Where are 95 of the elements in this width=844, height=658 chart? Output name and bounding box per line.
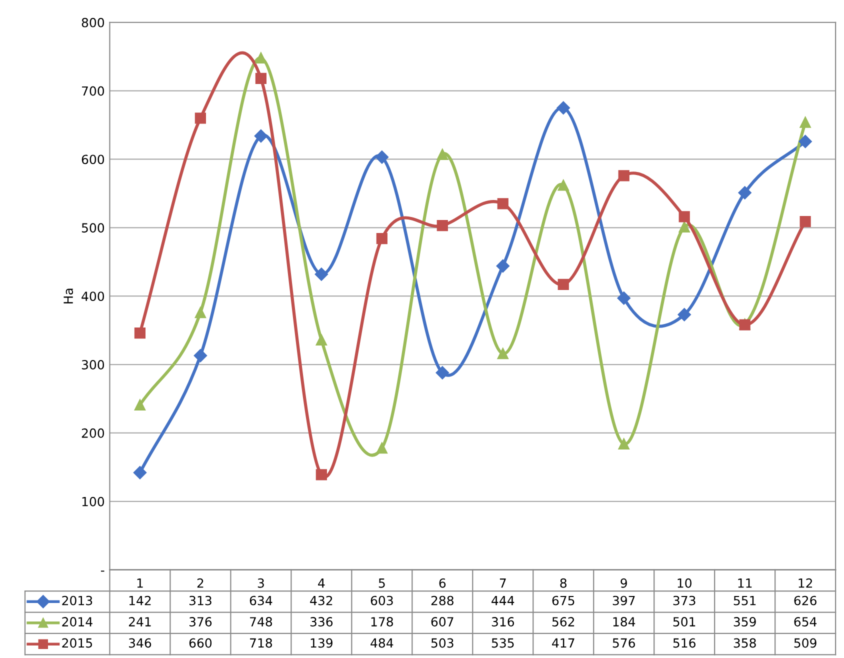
y-axis-title: Ha (64, 288, 74, 304)
point (316, 469, 327, 480)
point (194, 112, 206, 124)
x-tick-label: 7 (500, 578, 506, 588)
x-tick-label: 9 (620, 578, 627, 588)
y-tick-label: - (100, 570, 104, 572)
point (800, 116, 811, 128)
point (436, 220, 448, 232)
data-label: 336 (310, 617, 333, 627)
data-label: 432 (310, 596, 332, 606)
x-tick-label: 11 (738, 578, 752, 588)
point (558, 180, 569, 191)
data-label: 313 (189, 596, 212, 606)
x-tick-label: 8 (560, 578, 566, 588)
x-tick-label: 5 (378, 578, 385, 588)
point (798, 134, 812, 148)
point (134, 327, 146, 339)
data-label: 551 (734, 596, 756, 606)
data-label: 626 (794, 596, 816, 606)
point (436, 148, 448, 160)
data-label: 373 (673, 596, 696, 606)
point (375, 150, 388, 164)
x-tick-label: 10 (678, 578, 692, 588)
point (738, 186, 752, 200)
x-tick-label: 1 (137, 578, 143, 588)
legend-label: 2013 (62, 596, 92, 606)
point (316, 334, 327, 346)
data-label: 444 (492, 596, 514, 606)
y-tick-label: 500 (82, 223, 104, 233)
x-tick-label: 2 (197, 578, 204, 588)
point (194, 306, 206, 318)
point (556, 101, 570, 114)
data-label: 316 (492, 617, 514, 627)
data-label: 535 (492, 638, 514, 648)
point (134, 399, 146, 410)
data-label: 376 (189, 617, 212, 627)
data-label: 417 (552, 638, 574, 648)
y-tick-label: 600 (82, 154, 104, 164)
data-label: 607 (431, 617, 454, 627)
y-tick-label: 100 (82, 496, 104, 506)
data-label: 576 (612, 638, 635, 648)
point (254, 129, 268, 143)
point (618, 170, 630, 182)
data-label: 288 (431, 596, 454, 606)
point (497, 198, 508, 210)
data-label: 501 (673, 617, 696, 627)
x-tick-label: 3 (258, 578, 264, 588)
data-label: 139 (310, 638, 332, 648)
point (618, 438, 630, 450)
point (376, 442, 388, 454)
point (558, 278, 569, 290)
data-label: 178 (371, 617, 393, 627)
point (800, 216, 811, 228)
point (496, 259, 510, 273)
data-label: 675 (552, 596, 574, 606)
data-label: 142 (129, 596, 151, 606)
point (133, 466, 147, 480)
legend-label: 2014 (62, 617, 92, 627)
point (194, 349, 208, 362)
data-label: 509 (794, 638, 816, 648)
point (497, 348, 508, 360)
data-label: 484 (370, 638, 394, 648)
point (436, 366, 449, 380)
point (255, 52, 266, 64)
point (376, 233, 388, 244)
data-label: 358 (734, 638, 756, 648)
y-tick-label: 800 (82, 18, 104, 28)
point (678, 211, 690, 222)
point (617, 292, 630, 305)
x-tick-label: 6 (439, 578, 446, 588)
point (255, 72, 266, 84)
point (314, 268, 328, 281)
y-tick-label: 700 (82, 86, 104, 96)
data-label: 603 (370, 596, 393, 606)
data-label: 184 (613, 617, 636, 627)
data-label: 748 (250, 617, 272, 627)
y-tick-label: 200 (82, 428, 104, 438)
x-tick-label: 12 (798, 578, 812, 588)
data-label: 503 (431, 638, 454, 648)
data-label: 241 (128, 617, 151, 626)
data-label: 516 (673, 638, 696, 648)
data-label: 359 (734, 617, 756, 627)
point (678, 221, 690, 233)
data-label: 654 (794, 617, 817, 627)
data-label: 660 (189, 638, 212, 648)
data-label: 562 (552, 617, 574, 627)
data-label: 634 (250, 596, 272, 606)
data-label: 718 (250, 638, 272, 648)
y-tick-label: 300 (82, 360, 104, 370)
data-label: 346 (128, 638, 152, 648)
y-tick-label: 400 (82, 292, 104, 302)
data-label: 397 (612, 596, 635, 606)
point (678, 308, 691, 322)
x-tick-label: 4 (318, 578, 325, 588)
legend-label: 2015 (62, 638, 92, 648)
